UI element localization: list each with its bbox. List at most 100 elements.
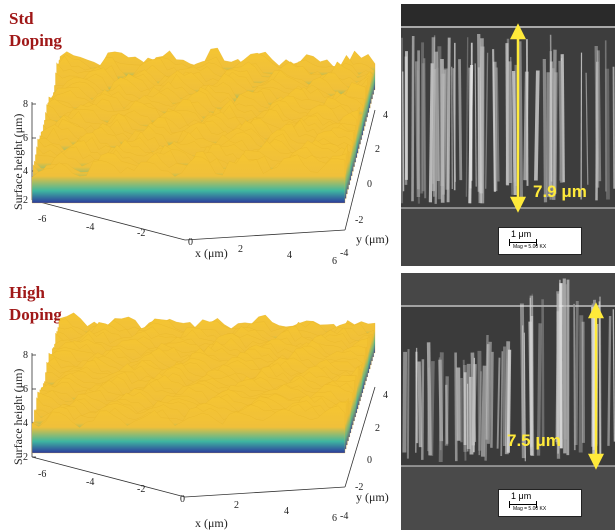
x-tick-6: 6: [332, 513, 337, 524]
x-tick--4: -4: [86, 477, 94, 488]
scale-bar: [509, 501, 537, 508]
x-tick-0: 0: [188, 237, 193, 248]
sem-texture: [549, 61, 553, 189]
scale-bar-mag: Mag = 5.00 KX: [513, 506, 547, 512]
sem-texture: [414, 61, 421, 198]
sem-texture: [406, 349, 410, 459]
sem-texture: [438, 352, 444, 463]
x-tick-2: 2: [238, 244, 243, 255]
sem-texture: [529, 297, 532, 449]
sem-texture: [423, 58, 427, 199]
sem-texture: [420, 42, 425, 194]
sem-texture: [421, 359, 425, 460]
sem-texture: [523, 332, 526, 462]
sem-texture: [525, 39, 529, 186]
z-tick-8: 8: [23, 99, 28, 110]
sem-texture: [541, 299, 545, 447]
sem-texture: [511, 70, 517, 196]
sem-texture: [492, 49, 496, 192]
sem-texture: [598, 301, 601, 459]
sem-texture: [596, 50, 602, 182]
sem-texture: [486, 341, 492, 444]
scale-bar-label: 1 μm: [511, 229, 532, 239]
scale-bar-box: 1 μm Mag = 5.00 KX: [498, 227, 582, 255]
x-tick--2: -2: [137, 484, 145, 495]
z-axis-title: Surface height (μm): [11, 369, 25, 465]
sem-texture: [529, 295, 535, 457]
label-line2: Doping: [9, 305, 62, 324]
y-axis-title: y (μm): [356, 490, 389, 504]
x-tick--6: -6: [38, 469, 46, 480]
surface-plot-high: 2 4 6 8 Surface height (μm) -6 -4 -2 0 2…: [11, 312, 389, 530]
sem-texture: [438, 357, 442, 451]
sem-texture: [451, 66, 453, 190]
x-axis-title: x (μm): [195, 516, 228, 530]
std-doping-label: Std Doping: [9, 8, 62, 52]
sem-texture: [474, 63, 477, 187]
z-tick-4: 4: [23, 166, 28, 177]
sem-texture: [508, 61, 513, 184]
std-doping-panel: Std Doping 2 4 6 8 Surface height (μm) -…: [9, 4, 615, 266]
surface-mesh: [31, 312, 376, 454]
y-tick-0: 0: [367, 179, 372, 190]
y-axis-title: y (μm): [356, 232, 389, 246]
x-tick-6: 6: [332, 256, 337, 265]
sem-texture: [605, 68, 610, 200]
sem-texture: [402, 71, 405, 192]
sem-texture: [585, 72, 589, 185]
sem-texture: [573, 303, 576, 451]
sem-texture: [612, 66, 615, 189]
high-doping-label: High Doping: [9, 282, 62, 326]
z-axis-title: Surface height (μm): [11, 114, 25, 210]
sem-texture: [477, 33, 482, 204]
z-tick-8: 8: [23, 350, 28, 361]
surface-plot-std: 2 4 6 8 Surface height (μm) -6 -4 -2 0 2…: [11, 47, 389, 265]
sem-texture: [558, 60, 563, 183]
label-line1: Std: [9, 9, 34, 28]
scale-bar-mag: Mag = 5.00 KX: [513, 244, 547, 250]
scale-bar-box: 1 μm Mag = 5.00 KX: [498, 489, 582, 517]
sem-texture: [446, 37, 451, 203]
sem-texture: [465, 37, 469, 197]
sem-texture: [458, 59, 463, 181]
y-tick-0: 0: [367, 455, 372, 466]
sem-texture: [440, 58, 445, 203]
sem-texture: [454, 352, 458, 462]
sem-texture: [496, 357, 501, 449]
high-doping-panel: High Doping 2 4 6 8 Surface height (μm) …: [0, 265, 615, 530]
surface-strip: [31, 153, 346, 204]
y-tick--2: -2: [355, 215, 363, 226]
scale-bar-label: 1 μm: [511, 491, 532, 501]
sem-texture: [490, 351, 494, 448]
y-tick-2: 2: [375, 423, 380, 434]
x-tick-2: 2: [234, 500, 239, 511]
surface-strip: [31, 405, 346, 454]
sem-texture: [612, 309, 615, 442]
sem-texture: [417, 361, 423, 448]
sem-texture: [542, 58, 548, 203]
sem-texture: [505, 43, 510, 186]
z-tick-2: 2: [23, 195, 28, 206]
sem-measurement: 7.5 μm: [507, 431, 561, 450]
sem-texture: [434, 67, 439, 204]
sem-measurement: 7.9 μm: [533, 182, 587, 201]
y-tick--2: -2: [355, 482, 363, 493]
label-line1: High: [9, 283, 45, 302]
sem-texture: [505, 38, 510, 185]
x-tick-4: 4: [287, 250, 292, 261]
x-tick--6: -6: [38, 214, 46, 225]
sem-texture: [445, 384, 449, 444]
sem-texture: [485, 52, 489, 189]
sem-texture: [493, 61, 498, 192]
y-tick--4: -4: [340, 248, 348, 259]
sem-texture: [402, 351, 408, 453]
sem-texture: [484, 334, 489, 461]
measurement-arrow: [509, 23, 527, 213]
z-tick-2: 2: [23, 452, 28, 463]
sem-texture: [411, 35, 415, 202]
label-line2: Doping: [9, 31, 62, 50]
sem-texture: [495, 67, 500, 182]
sem-texture: [415, 347, 418, 453]
sem-texture: [607, 315, 612, 446]
x-axis-title: x (μm): [195, 246, 228, 260]
